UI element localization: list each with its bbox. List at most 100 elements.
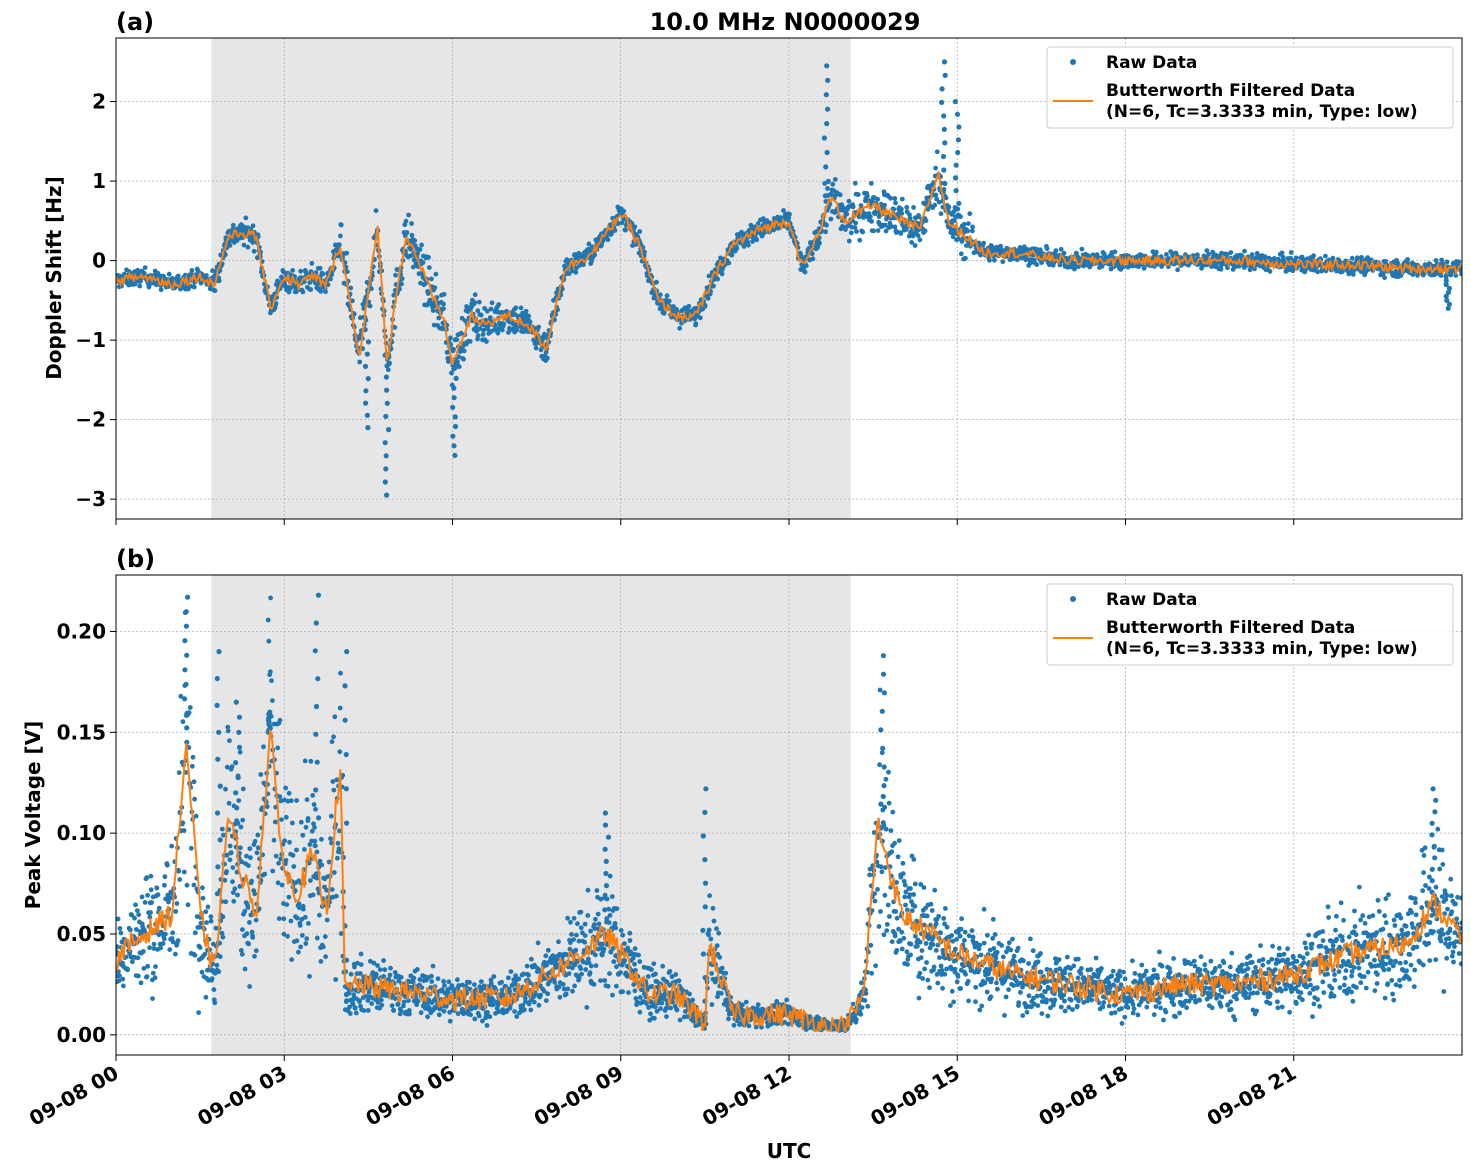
raw-data-point <box>288 918 294 924</box>
raw-data-point <box>593 952 598 958</box>
raw-data-point <box>138 980 144 986</box>
raw-data-point <box>586 246 592 252</box>
raw-data-point <box>328 836 333 841</box>
raw-data-point <box>467 980 472 985</box>
raw-data-point <box>199 969 205 975</box>
raw-data-point <box>954 111 961 117</box>
legend-filtered-label-a: Butterworth Filtered Data <box>1106 81 1355 101</box>
raw-data-point <box>599 242 604 248</box>
raw-data-point <box>556 939 561 945</box>
raw-data-point <box>823 92 829 98</box>
raw-data-point <box>671 304 676 309</box>
raw-data-point <box>227 243 233 248</box>
raw-data-point <box>882 202 887 208</box>
raw-data-point <box>245 905 251 910</box>
raw-data-point <box>132 281 138 287</box>
raw-data-point <box>612 921 618 926</box>
raw-data-point <box>711 918 717 924</box>
raw-data-point <box>386 427 392 433</box>
raw-data-point <box>860 229 866 235</box>
raw-data-point <box>837 192 843 198</box>
raw-data-point <box>941 126 947 132</box>
raw-data-point <box>148 873 154 879</box>
raw-data-point <box>329 739 335 745</box>
raw-data-point <box>282 838 287 844</box>
raw-data-point <box>302 758 308 764</box>
raw-data-point <box>430 308 436 313</box>
raw-data-point <box>353 1010 359 1016</box>
raw-data-point <box>275 745 281 751</box>
raw-data-point <box>526 313 531 319</box>
raw-data-point <box>158 945 164 951</box>
raw-data-point <box>133 902 138 908</box>
raw-data-point <box>855 192 861 198</box>
raw-data-point <box>209 976 215 981</box>
raw-data-point <box>441 979 446 984</box>
raw-data-point <box>636 952 641 958</box>
raw-data-point <box>719 271 725 277</box>
raw-data-point <box>467 339 473 344</box>
raw-data-point <box>716 930 722 936</box>
figure-title: 10.0 MHz N0000029 <box>650 8 921 36</box>
raw-data-point <box>281 916 287 922</box>
raw-data-point <box>294 915 300 921</box>
raw-data-point <box>912 243 918 248</box>
raw-data-point <box>626 990 631 995</box>
raw-data-point <box>1301 257 1307 263</box>
raw-data-point <box>384 492 390 498</box>
raw-data-point <box>192 952 198 958</box>
raw-data-point <box>328 276 333 282</box>
raw-data-point <box>204 920 210 925</box>
raw-data-point <box>408 253 414 259</box>
raw-data-point <box>961 221 967 227</box>
raw-data-point <box>283 857 289 863</box>
raw-data-point <box>250 240 256 245</box>
raw-data-point <box>496 302 502 307</box>
raw-data-point <box>889 224 894 229</box>
raw-data-point <box>565 986 571 992</box>
raw-data-point <box>224 869 230 874</box>
raw-data-point <box>1267 269 1273 274</box>
raw-data-point <box>336 846 342 852</box>
raw-data-point <box>251 248 257 254</box>
raw-data-point <box>333 977 339 982</box>
raw-data-point <box>677 325 683 331</box>
raw-data-point <box>398 974 404 980</box>
raw-data-point <box>560 286 565 292</box>
panel-label-a: (a) <box>116 8 154 36</box>
raw-data-point <box>302 847 307 852</box>
raw-data-point <box>709 971 714 976</box>
raw-data-point <box>462 318 468 324</box>
raw-data-point <box>490 997 496 1003</box>
raw-data-point <box>203 994 209 1000</box>
raw-data-point <box>499 327 505 333</box>
raw-data-point <box>1206 251 1211 257</box>
raw-data-point <box>196 1010 202 1015</box>
raw-data-point <box>289 957 295 962</box>
raw-data-point <box>192 796 198 802</box>
raw-data-point <box>441 301 446 307</box>
raw-data-point <box>191 882 197 888</box>
raw-data-point <box>120 976 126 982</box>
raw-data-point <box>941 113 947 119</box>
raw-data-point <box>664 1014 669 1019</box>
raw-data-point <box>706 273 712 279</box>
raw-data-point <box>454 337 460 343</box>
raw-data-point <box>942 180 948 187</box>
raw-data-point <box>192 930 198 936</box>
raw-data-point <box>846 238 852 244</box>
raw-data-point <box>310 892 316 898</box>
raw-data-point <box>1382 275 1387 281</box>
raw-data-point <box>409 232 415 238</box>
raw-data-point <box>187 705 193 710</box>
raw-data-point <box>387 972 393 978</box>
raw-data-point <box>1112 249 1118 255</box>
raw-data-point <box>565 915 570 921</box>
raw-data-point <box>673 972 679 977</box>
raw-data-point <box>277 717 283 723</box>
raw-data-point <box>212 1000 218 1006</box>
raw-data-point <box>484 308 490 314</box>
raw-data-point <box>399 276 405 282</box>
raw-data-point <box>726 1016 731 1022</box>
raw-data-point <box>306 921 311 926</box>
